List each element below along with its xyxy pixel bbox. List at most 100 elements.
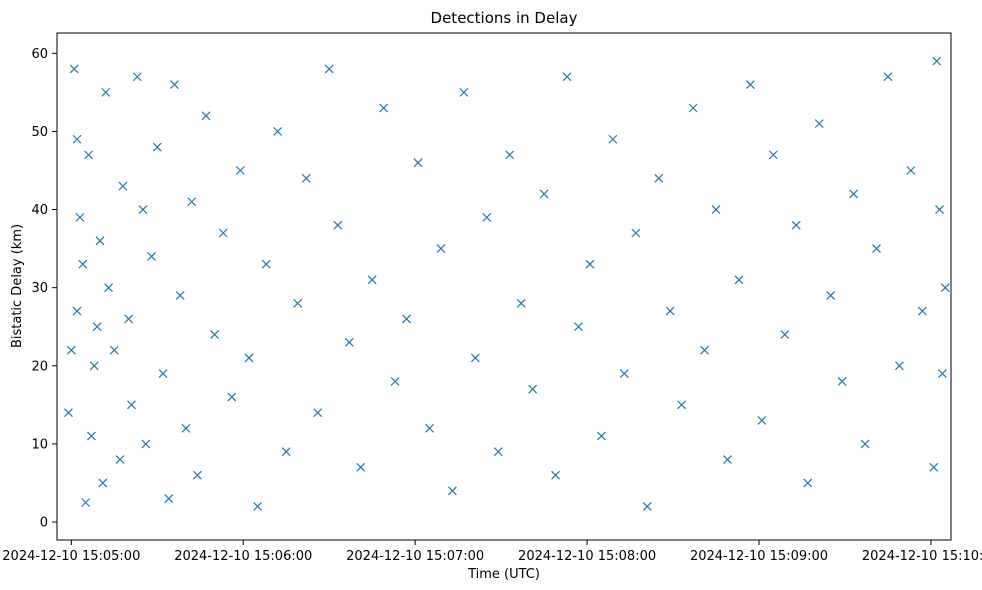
data-point [723, 455, 732, 464]
data-point [158, 369, 168, 379]
data-point [803, 478, 813, 488]
data-point [244, 353, 254, 363]
data-point [768, 150, 778, 160]
data-point [124, 314, 134, 324]
data-point [596, 431, 606, 441]
data-point [187, 197, 197, 207]
data-point [313, 408, 323, 418]
data-point [528, 384, 538, 394]
y-tick-label: 60 [31, 47, 48, 62]
y-tick-label: 20 [31, 359, 48, 374]
data-point [253, 501, 263, 511]
data-point [72, 306, 82, 316]
data-point [293, 298, 303, 308]
data-point [175, 291, 185, 300]
x-tick-label: 2024-12-10 15:09:00 [690, 549, 828, 564]
data-point [98, 478, 108, 488]
x-axis-ticks: 2024-12-10 15:05:00 2024-12-10 15:06:00 20… [2, 540, 982, 564]
data-point [201, 111, 211, 121]
data-point [127, 400, 136, 410]
data-point [72, 134, 82, 144]
data-point [860, 439, 870, 449]
data-point [181, 423, 191, 433]
data-point [493, 447, 503, 457]
data-point [677, 400, 687, 410]
data-point [64, 408, 73, 418]
y-tick-label: 10 [31, 437, 48, 452]
data-point [608, 134, 618, 144]
data-point [152, 142, 162, 152]
data-point [367, 275, 377, 285]
data-point [711, 205, 721, 214]
x-tick-label: 2024-12-10 15:08:00 [518, 549, 656, 564]
data-point [883, 72, 893, 82]
data-point [894, 361, 904, 371]
data-point [218, 228, 228, 238]
data-point [447, 486, 457, 496]
data-point [665, 306, 675, 316]
data-point [81, 498, 91, 507]
data-point [932, 56, 942, 66]
data-point [470, 353, 480, 363]
y-tick-label: 40 [31, 203, 48, 218]
data-point [585, 259, 595, 269]
data-point [356, 462, 366, 472]
data-point [78, 259, 88, 269]
data-point [505, 150, 515, 160]
data-point [170, 80, 179, 89]
data-point [379, 103, 389, 113]
data-point [929, 462, 939, 472]
data-point [301, 173, 311, 183]
data-point [814, 119, 824, 129]
plot-frame [56, 32, 952, 541]
data-point [642, 501, 652, 511]
data-point [273, 127, 283, 136]
data-point [147, 251, 156, 261]
y-axis-label: Bistatic Delay (km) [10, 224, 25, 348]
data-point [631, 228, 641, 238]
y-tick-label: 50 [31, 125, 48, 140]
data-point [69, 64, 79, 74]
data-point [734, 275, 744, 285]
data-point [390, 376, 400, 386]
data-point [539, 189, 549, 199]
data-point [164, 494, 174, 504]
data-point [906, 166, 916, 175]
data-point [940, 283, 950, 293]
data-point [118, 181, 128, 191]
data-point [89, 361, 99, 371]
data-point [791, 220, 801, 230]
y-axis-ticks: 0 10 20 30 40 50 60 [31, 47, 57, 531]
data-point [95, 236, 105, 246]
x-tick-label: 2024-12-10 15:05:00 [2, 549, 140, 564]
data-point [482, 212, 492, 222]
data-point [324, 64, 334, 74]
data-point [104, 283, 114, 293]
x-tick-label: 2024-12-10 15:07:00 [346, 549, 484, 564]
chart-title: Detections in Delay [431, 9, 578, 27]
data-point [935, 205, 944, 214]
data-point [281, 447, 291, 457]
data-point [261, 259, 271, 269]
data-point [619, 369, 629, 379]
data-point [745, 80, 755, 89]
data-point [235, 166, 245, 175]
data-point [210, 330, 220, 339]
data-point [84, 150, 93, 160]
data-point [192, 470, 202, 480]
data-point [780, 330, 790, 339]
data-point [459, 87, 469, 97]
data-point [562, 72, 572, 82]
data-point [402, 314, 412, 324]
x-axis-label: Time (UTC) [467, 567, 540, 582]
y-tick-label: 30 [31, 281, 48, 296]
data-point [109, 345, 119, 355]
data-point [141, 439, 151, 449]
data-point [700, 345, 710, 355]
data-point [849, 189, 859, 199]
data-point [436, 244, 446, 254]
y-tick-label: 0 [40, 516, 48, 531]
data-points [64, 56, 950, 511]
data-point [551, 470, 561, 480]
